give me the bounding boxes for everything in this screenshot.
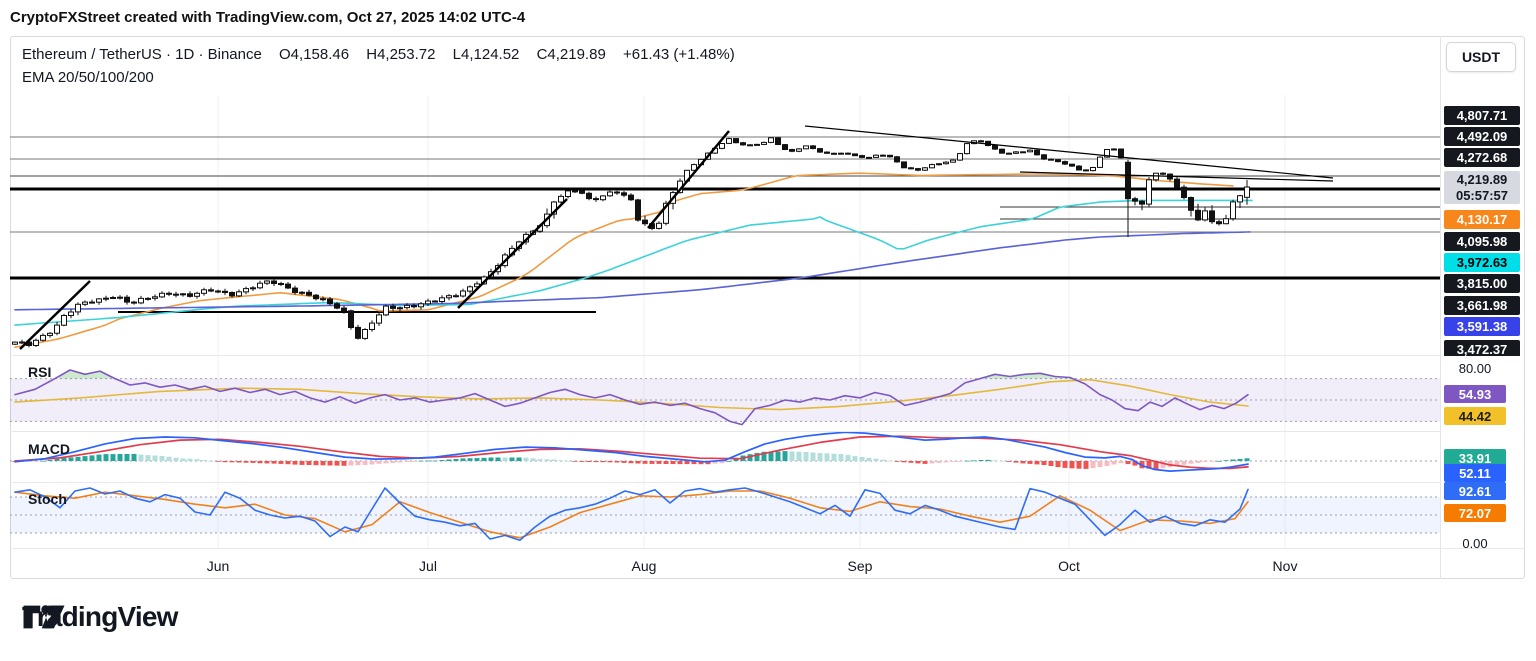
ohlc-close: C4,219.89 [536,46,606,63]
ema-legend[interactable]: EMA 20/50/100/200 [22,69,154,86]
price-scale-label: 3,472.37 [1444,340,1520,356]
time-axis-label: Jul [419,558,437,574]
time-axis-label: Aug [631,558,657,574]
price-scale-label: 4,095.98 [1444,232,1520,251]
indicator-scale-label: 44.42 [1444,407,1506,425]
time-axis-label: Oct [1058,558,1080,574]
ohlc-high: H4,253.72 [366,46,436,63]
bar-countdown: 05:57:57 [1455,187,1509,203]
price-scale-label: 4,807.71 [1444,106,1520,125]
time-axis-label: Sep [847,558,873,574]
indicator-scale-label: 52.11 [1444,464,1506,482]
indicator-scale-label: 0.00 [1462,535,1488,551]
price-scale-label: 3,591.38 [1444,317,1520,336]
price-scale-label: 3,972.63 [1444,253,1520,272]
indicator-scale-label: 54.93 [1444,385,1506,403]
ohlc-low: L4,124.52 [452,46,520,63]
time-axis-label: Nov [1272,558,1298,574]
price-scale-label: 3,815.00 [1444,274,1520,293]
price-scale-label: 4,272.68 [1444,148,1520,167]
symbol-legend[interactable]: Ethereum / TetherUS · 1D · Binance O4,15… [22,46,748,63]
ohlc-change: +61.43 (+1.48%) [622,46,735,63]
indicator-scale-label: 80.00 [1458,360,1492,376]
last-price-label: 4,219.89 [1456,171,1508,187]
price-scale[interactable]: 4,807.71 4,492.09 4,272.68 4,130.17 4,095.98… [1444,0,1524,356]
time-axis-label: Jun [206,558,230,574]
rsi-pane-label: RSI [28,364,52,380]
indicator-scale-label: 72.07 [1444,504,1506,522]
chart-frame [10,36,1525,579]
time-axis[interactable]: Jun Jul Aug Sep Oct Nov [0,558,1536,578]
price-scale-label: 4,130.17 [1444,210,1520,229]
tradingview-logo: TradingView [22,601,178,633]
currency-toggle-button[interactable]: USDT [1446,42,1516,72]
last-price-box: 4,219.89 05:57:57 [1444,171,1520,204]
ohlc-open: O4,158.46 [279,46,350,63]
tradingview-logo-icon [23,605,65,629]
macd-pane-label: MACD [28,441,70,457]
price-scale-label: 4,492.09 [1444,127,1520,146]
price-scale-label: 3,661.98 [1444,296,1520,315]
price-axis-separator [1440,36,1441,579]
stoch-pane-label: Stoch [28,491,67,507]
attribution-text: CryptoFXStreet created with TradingView.… [10,9,526,26]
indicator-scale-label: 92.61 [1444,482,1506,500]
indicator-scale[interactable]: 80.00 54.93 44.42 33.91 52.11 92.61 72.07 0.00 [1444,356,1524,551]
symbol-title: Ethereum / TetherUS · 1D · Binance [22,46,262,63]
indicator-scale-label: 33.91 [1444,449,1506,467]
